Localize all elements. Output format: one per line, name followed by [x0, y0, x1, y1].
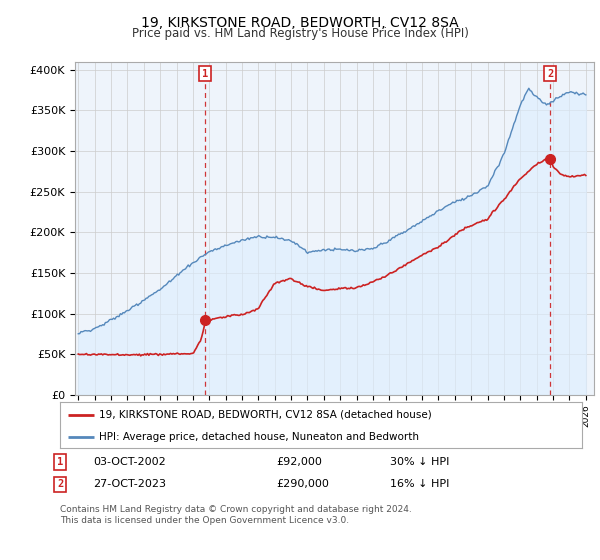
Text: Price paid vs. HM Land Registry's House Price Index (HPI): Price paid vs. HM Land Registry's House … — [131, 27, 469, 40]
Text: 27-OCT-2023: 27-OCT-2023 — [93, 479, 166, 489]
Text: 19, KIRKSTONE ROAD, BEDWORTH, CV12 8SA: 19, KIRKSTONE ROAD, BEDWORTH, CV12 8SA — [141, 16, 459, 30]
Text: Contains HM Land Registry data © Crown copyright and database right 2024.
This d: Contains HM Land Registry data © Crown c… — [60, 505, 412, 525]
Text: HPI: Average price, detached house, Nuneaton and Bedworth: HPI: Average price, detached house, Nune… — [99, 432, 419, 441]
Text: 1: 1 — [202, 69, 208, 79]
Text: 16% ↓ HPI: 16% ↓ HPI — [390, 479, 449, 489]
Text: 03-OCT-2002: 03-OCT-2002 — [93, 457, 166, 467]
Text: 19, KIRKSTONE ROAD, BEDWORTH, CV12 8SA (detached house): 19, KIRKSTONE ROAD, BEDWORTH, CV12 8SA (… — [99, 410, 432, 420]
Text: £92,000: £92,000 — [276, 457, 322, 467]
Text: 2: 2 — [547, 69, 553, 79]
Text: 2: 2 — [57, 479, 63, 489]
Text: 1: 1 — [57, 457, 63, 467]
Text: £290,000: £290,000 — [276, 479, 329, 489]
Text: 30% ↓ HPI: 30% ↓ HPI — [390, 457, 449, 467]
